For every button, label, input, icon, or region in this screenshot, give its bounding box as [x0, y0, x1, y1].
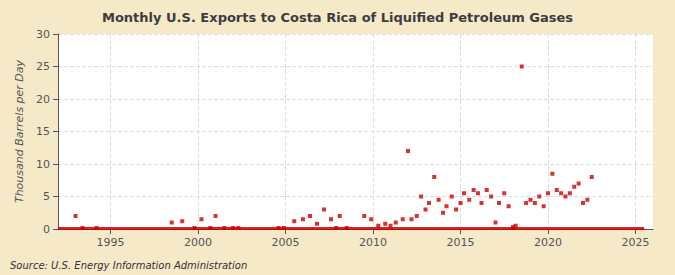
svg-text:2025: 2025 — [622, 236, 650, 249]
svg-text:Thousand Barrels per Day: Thousand Barrels per Day — [13, 59, 26, 203]
svg-text:30: 30 — [36, 28, 50, 41]
svg-text:25: 25 — [36, 60, 50, 73]
svg-text:2005: 2005 — [272, 236, 300, 249]
svg-text:2015: 2015 — [447, 236, 475, 249]
svg-text:2000: 2000 — [184, 236, 212, 249]
svg-text:5: 5 — [43, 190, 50, 203]
svg-text:20: 20 — [36, 93, 50, 106]
svg-text:Source: U.S. Energy Informatio: Source: U.S. Energy Information Administ… — [10, 260, 247, 271]
svg-text:15: 15 — [36, 125, 50, 138]
svg-text:1995: 1995 — [97, 236, 125, 249]
svg-text:Monthly U.S. Exports to Costa: Monthly U.S. Exports to Costa Rica of Li… — [102, 10, 573, 25]
svg-text:2020: 2020 — [534, 236, 562, 249]
svg-text:0: 0 — [43, 223, 50, 236]
svg-text:2010: 2010 — [359, 236, 387, 249]
svg-text:10: 10 — [36, 158, 50, 171]
